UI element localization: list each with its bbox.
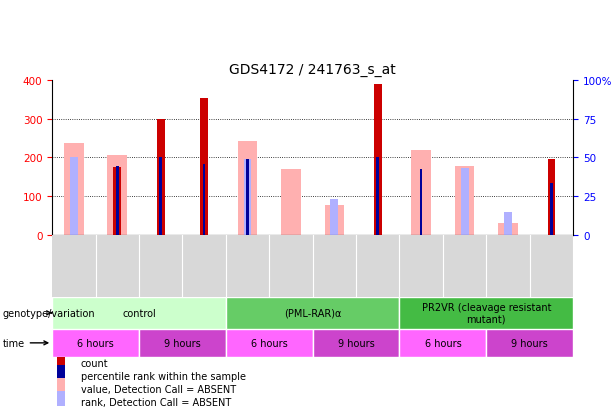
Bar: [226, 329, 313, 357]
Bar: [70, 158, 78, 235]
Bar: [550, 183, 553, 235]
Bar: [281, 170, 301, 235]
Bar: [238, 142, 257, 235]
Bar: [113, 168, 121, 235]
Bar: [547, 160, 555, 235]
Bar: [374, 85, 382, 235]
Bar: [52, 297, 226, 329]
Bar: [157, 119, 164, 235]
Text: 6 hours: 6 hours: [77, 338, 114, 348]
Bar: [64, 144, 83, 235]
Bar: [159, 157, 162, 235]
Text: genotype/variation: genotype/variation: [2, 308, 95, 318]
Bar: [376, 157, 379, 235]
Bar: [455, 167, 474, 235]
Bar: [330, 199, 338, 235]
Text: value, Detection Call = ABSENT: value, Detection Call = ABSENT: [81, 385, 236, 394]
Bar: [58, 378, 66, 393]
Text: control: control: [122, 308, 156, 318]
Text: time: time: [2, 338, 48, 348]
Text: 9 hours: 9 hours: [338, 338, 375, 348]
Bar: [324, 206, 344, 235]
Bar: [504, 212, 512, 235]
Text: 9 hours: 9 hours: [511, 338, 548, 348]
Text: PR2VR (cleavage resistant
mutant): PR2VR (cleavage resistant mutant): [422, 302, 551, 324]
Bar: [420, 170, 422, 235]
Bar: [486, 329, 573, 357]
Text: percentile rank within the sample: percentile rank within the sample: [81, 371, 246, 382]
Bar: [139, 329, 226, 357]
Bar: [461, 169, 468, 235]
Text: (PML-RAR)α: (PML-RAR)α: [284, 308, 341, 318]
Bar: [203, 165, 205, 235]
Bar: [400, 297, 573, 329]
Text: 6 hours: 6 hours: [425, 338, 461, 348]
Text: 9 hours: 9 hours: [164, 338, 200, 348]
Bar: [58, 352, 66, 367]
Bar: [498, 224, 518, 235]
Bar: [246, 160, 249, 235]
Bar: [58, 365, 66, 380]
Bar: [116, 166, 118, 235]
Bar: [107, 155, 127, 235]
Bar: [313, 329, 400, 357]
Text: 6 hours: 6 hours: [251, 338, 287, 348]
Bar: [52, 329, 139, 357]
Text: rank, Detection Call = ABSENT: rank, Detection Call = ABSENT: [81, 397, 231, 407]
Bar: [400, 329, 486, 357]
Bar: [58, 391, 66, 406]
Bar: [411, 151, 431, 235]
Bar: [243, 160, 251, 235]
Title: GDS4172 / 241763_s_at: GDS4172 / 241763_s_at: [229, 63, 396, 77]
Bar: [226, 297, 400, 329]
Bar: [200, 99, 208, 235]
Text: count: count: [81, 358, 109, 368]
